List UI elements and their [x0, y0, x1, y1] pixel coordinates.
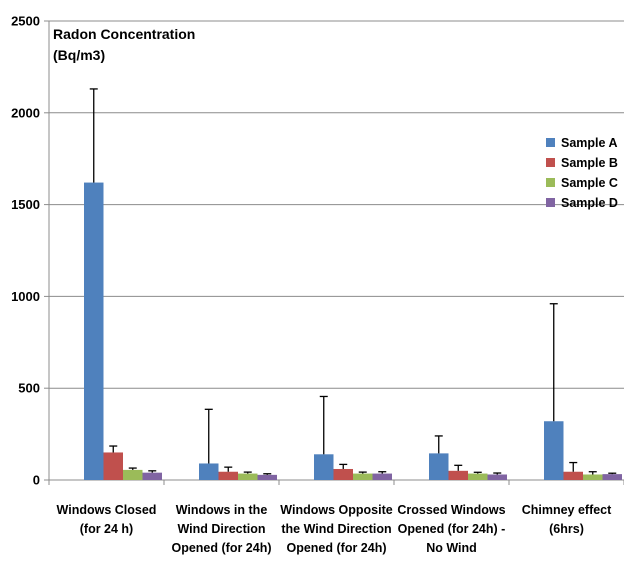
y-tick-label: 0 — [33, 473, 40, 488]
x-category-label-line: (6hrs) — [549, 522, 584, 536]
y-tick-label: 1500 — [11, 197, 40, 212]
x-category-label-line: Opened (for 24h) - — [398, 522, 506, 536]
bar — [372, 473, 392, 480]
y-tick-label: 1000 — [11, 289, 40, 304]
legend: Sample A Sample B Sample C Sample D — [546, 136, 618, 210]
x-category-label-line: Opened (for 24h) — [286, 541, 386, 555]
bar — [487, 474, 507, 480]
bar — [314, 454, 334, 480]
legend-label: Sample A — [561, 136, 618, 150]
bar — [448, 470, 468, 480]
x-category-label-line: (for 24 h) — [80, 522, 133, 536]
legend-label: Sample C — [561, 176, 618, 190]
y-axis-label: Radon Concentration (Bq/m3) — [53, 26, 195, 63]
bar — [123, 469, 143, 480]
bar — [142, 472, 162, 480]
x-axis-categories: Windows Closed (for 24 h)Windows in the Wi… — [57, 503, 613, 555]
x-category-label: Crossed Windows Opened (for 24h) - No Wind — [397, 503, 505, 555]
y-tick-label: 500 — [18, 381, 40, 396]
bar — [602, 474, 622, 480]
legend-swatch — [546, 138, 555, 147]
bar — [238, 473, 258, 480]
bar — [583, 474, 603, 480]
legend-swatch — [546, 178, 555, 187]
legend-swatch — [546, 158, 555, 167]
bar — [218, 471, 238, 480]
legend-label: Sample D — [561, 196, 618, 210]
bars — [84, 182, 622, 480]
x-category-label: Chimney effect (6hrs) — [522, 503, 612, 536]
bar — [84, 182, 104, 480]
x-category-label-line: Windows Opposite — [280, 503, 392, 517]
y-axis-ticks: 0 500 1000 1500 2000 2500 — [11, 14, 40, 488]
error-bars — [89, 88, 617, 475]
x-category-label-line: Windows Closed — [57, 503, 157, 517]
x-category-label-line: No Wind — [426, 541, 477, 555]
x-category-label-line: Opened (for 24h) — [171, 541, 271, 555]
bar — [429, 453, 449, 480]
y-axis-title-line: Radon Concentration — [53, 26, 195, 42]
bar — [257, 474, 277, 480]
x-category-label-line: Windows in the — [176, 503, 268, 517]
bar — [563, 471, 583, 480]
x-category-label: Windows in the Wind Direction Opened (for … — [171, 503, 271, 555]
y-tick-label: 2000 — [11, 105, 40, 120]
x-category-label-line: Crossed Windows — [397, 503, 505, 517]
legend-label: Sample B — [561, 156, 618, 170]
bar — [333, 468, 353, 480]
bar — [103, 452, 123, 480]
legend-swatch — [546, 198, 555, 207]
x-category-label-line: Wind Direction — [177, 522, 265, 536]
axes — [44, 20, 624, 485]
bar — [544, 421, 564, 480]
bar — [468, 473, 488, 480]
x-category-label: Windows Closed (for 24 h) — [57, 503, 157, 536]
gridlines — [49, 20, 624, 389]
y-axis-title: Radon Concentration (Bq/m3) — [53, 26, 195, 63]
bar — [199, 463, 219, 480]
x-category-label-line: the Wind Direction — [281, 522, 391, 536]
bar — [353, 473, 373, 480]
y-tick-label: 2500 — [11, 14, 40, 29]
x-category-label: Windows Opposite the Wind Direction Opened… — [280, 503, 392, 555]
x-category-label-line: Chimney effect — [522, 503, 612, 517]
y-axis-title-line: (Bq/m3) — [53, 47, 105, 63]
